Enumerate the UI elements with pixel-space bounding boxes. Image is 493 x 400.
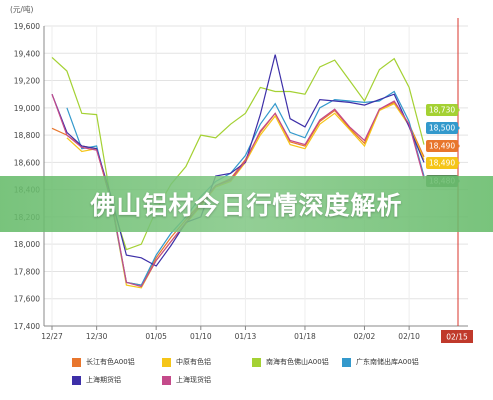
y-unit-label: (元/吨) bbox=[10, 4, 33, 14]
legend-label: 中原有色铝 bbox=[176, 358, 211, 366]
current-date-label: 02/15 bbox=[446, 333, 468, 342]
end-value-badge bbox=[426, 122, 458, 134]
x-tick-label: 01/05 bbox=[145, 332, 167, 341]
x-tick-label: 02/02 bbox=[354, 332, 376, 341]
banner-title: 佛山铝材今日行情深度解析 bbox=[90, 191, 403, 220]
legend-swatch bbox=[72, 375, 81, 385]
legend-swatch bbox=[162, 357, 171, 367]
legend-swatch bbox=[342, 357, 351, 367]
end-value-label: 18,490 bbox=[426, 140, 458, 152]
y-tick-label: 19,600 bbox=[14, 22, 40, 31]
y-tick-label: 17,400 bbox=[14, 322, 40, 331]
legend-swatch bbox=[72, 357, 81, 367]
end-value-label: 18,490 bbox=[426, 157, 458, 169]
end-value-label: 18,500 bbox=[426, 122, 458, 134]
x-tick-label: 01/13 bbox=[235, 332, 257, 341]
y-tick-label: 17,600 bbox=[14, 295, 40, 304]
x-tick-label: 12/27 bbox=[41, 332, 63, 341]
x-tick-label: 02/10 bbox=[398, 332, 420, 341]
legend-label: 南海有色佛山A00铝 bbox=[266, 358, 329, 366]
legend-item[interactable]: 中原有色铝 bbox=[162, 357, 211, 367]
title-banner: 佛山铝材今日行情深度解析 bbox=[0, 176, 493, 232]
end-value-badge bbox=[426, 157, 458, 169]
legend-item[interactable]: 上海现货铝 bbox=[162, 375, 211, 385]
legend-swatch bbox=[162, 375, 171, 385]
legend-swatch bbox=[252, 357, 261, 367]
end-value-label: 18,730 bbox=[426, 104, 458, 116]
end-value-badge bbox=[426, 104, 458, 116]
legend-label: 广东南储出库A00铝 bbox=[356, 358, 419, 366]
y-tick-label: 18,800 bbox=[14, 131, 40, 140]
end-value-dot bbox=[456, 108, 460, 112]
end-value-text: 18,490 bbox=[429, 159, 455, 168]
end-value-text: 18,490 bbox=[429, 142, 455, 151]
y-tick-label: 17,800 bbox=[14, 267, 40, 276]
legend-item[interactable]: 长江有色A00铝 bbox=[72, 357, 135, 367]
current-date-badge bbox=[441, 330, 473, 343]
y-tick-label: 19,400 bbox=[14, 49, 40, 58]
end-value-text: 18,730 bbox=[429, 106, 455, 115]
x-tick-label: 12/30 bbox=[86, 332, 108, 341]
end-value-dot bbox=[456, 144, 460, 148]
series-line bbox=[51, 54, 425, 267]
legend-item[interactable]: 南海有色佛山A00铝 bbox=[252, 357, 329, 367]
legend-item[interactable]: 广东南储出库A00铝 bbox=[342, 357, 419, 367]
legend-label: 上海期货铝 bbox=[86, 376, 121, 384]
x-tick-label: 01/10 bbox=[190, 332, 212, 341]
y-tick-label: 18,600 bbox=[14, 158, 40, 167]
legend-label: 长江有色A00铝 bbox=[86, 358, 135, 366]
end-value-badge bbox=[426, 140, 458, 152]
x-tick-label: 01/18 bbox=[294, 332, 316, 341]
end-value-dot bbox=[456, 161, 460, 165]
legend-label: 上海现货铝 bbox=[176, 376, 211, 384]
legend-item[interactable]: 上海期货铝 bbox=[72, 375, 121, 385]
y-tick-label: 19,000 bbox=[14, 104, 40, 113]
y-tick-label: 18,000 bbox=[14, 240, 40, 249]
end-value-text: 18,500 bbox=[429, 124, 455, 133]
y-tick-label: 19,200 bbox=[14, 77, 40, 86]
end-value-dot bbox=[456, 126, 460, 130]
